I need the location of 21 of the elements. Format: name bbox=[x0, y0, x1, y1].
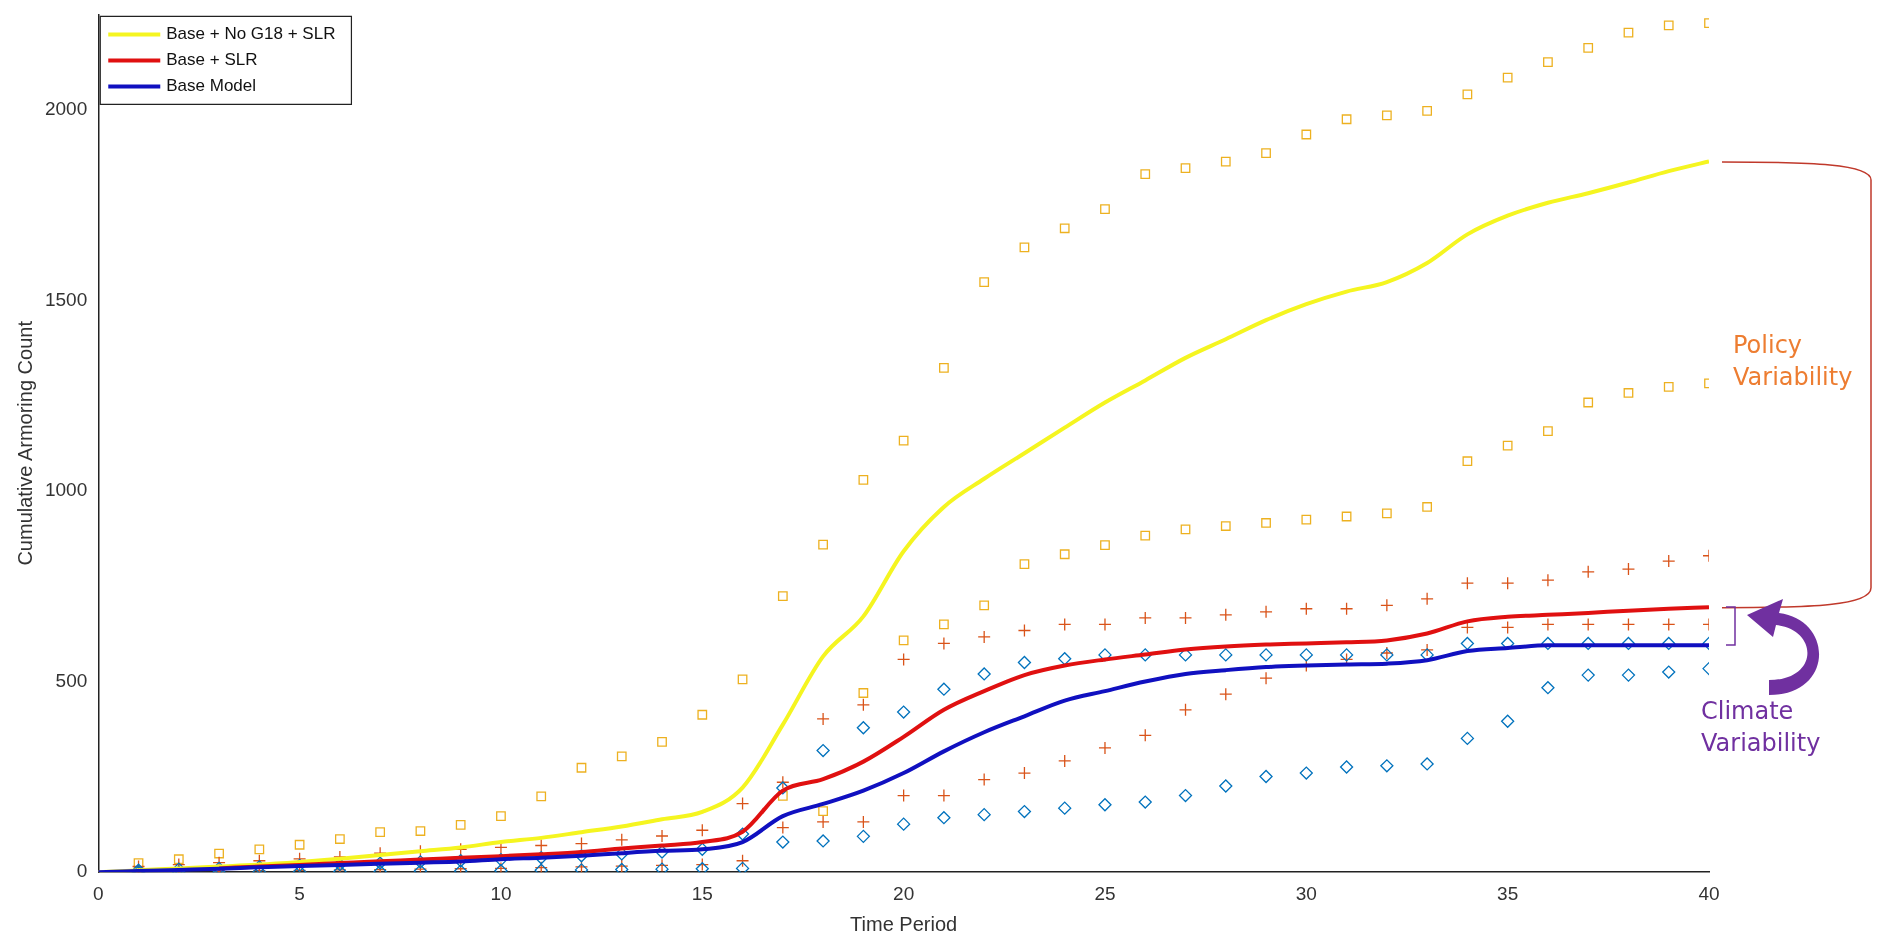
x-tick-label: 10 bbox=[490, 882, 512, 904]
legend-label: Base + SLR bbox=[166, 50, 258, 70]
annotation: Climate Variability bbox=[1701, 696, 1822, 760]
x-axis-title: Time Period bbox=[850, 912, 958, 935]
y-tick-label: 500 bbox=[55, 669, 88, 691]
y-tick-label: 0 bbox=[76, 860, 88, 882]
legend-label: Base + No G18 + SLR bbox=[166, 24, 336, 44]
x-tick-label: 0 bbox=[92, 882, 104, 904]
x-tick-label: 30 bbox=[1295, 882, 1317, 904]
x-tick-label: 5 bbox=[294, 882, 305, 904]
legend-label: Base Model bbox=[166, 76, 257, 96]
x-tick-label: 40 bbox=[1698, 882, 1720, 904]
x-tick-label: 35 bbox=[1497, 882, 1519, 904]
x-tick-label: 25 bbox=[1094, 882, 1116, 904]
x-tick-label: 20 bbox=[893, 882, 915, 904]
text: Policy Variability bbox=[1733, 330, 1854, 394]
x-tick-label: 15 bbox=[691, 882, 713, 904]
y-tick-label: 1500 bbox=[44, 288, 88, 310]
y-tick-label: 1000 bbox=[44, 479, 88, 501]
y-tick-label: 2000 bbox=[44, 97, 88, 119]
y-axis-title: Cumulative Armoring Count bbox=[13, 320, 36, 566]
